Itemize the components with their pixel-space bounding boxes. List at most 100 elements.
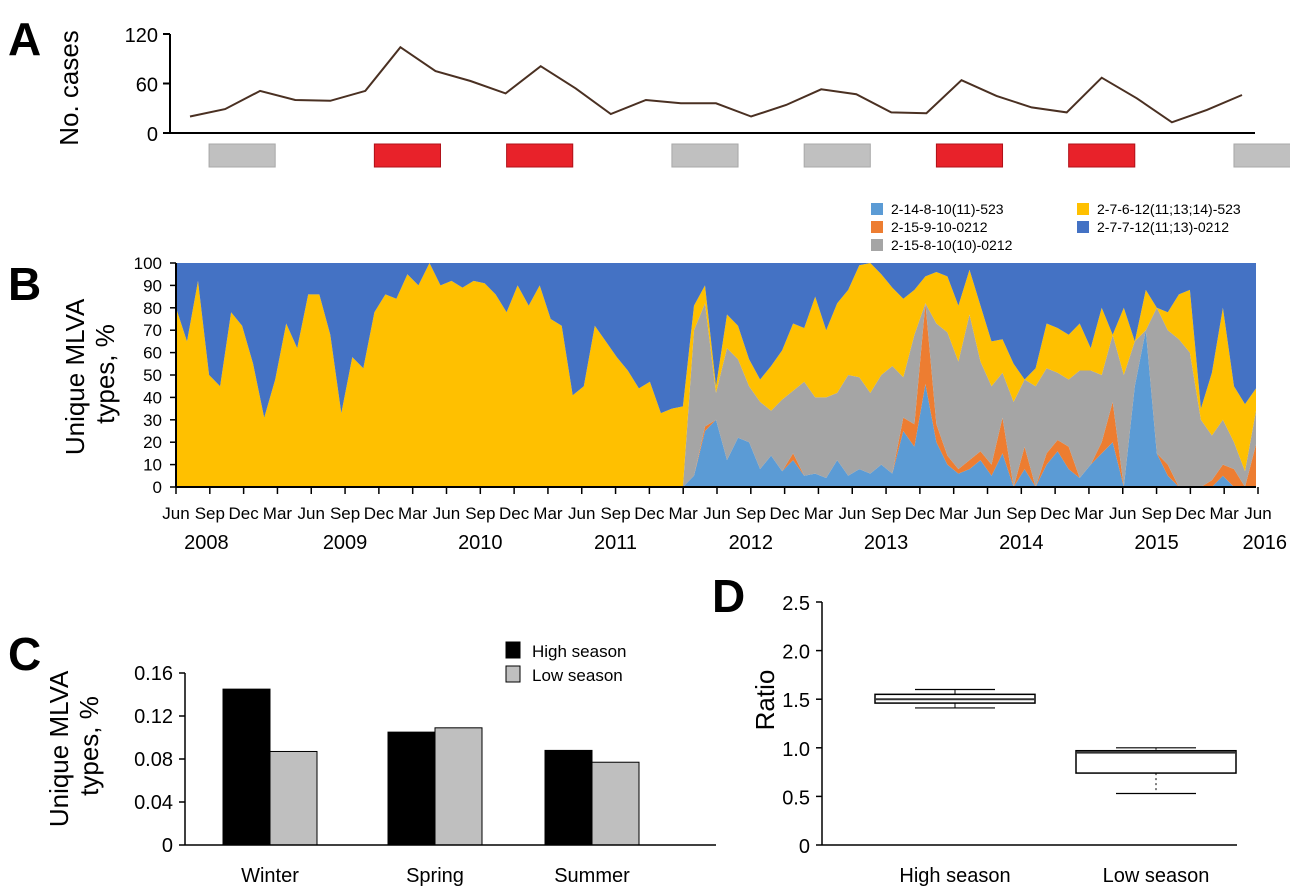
- panel-b-area-1: [176, 330, 1256, 487]
- panel-b-area-4: [176, 263, 1256, 487]
- panel-b-x-tick-label: Mar: [669, 504, 699, 523]
- panel-b-x-tick-label: Dec: [229, 504, 260, 523]
- panel-b-x-tick-label: Mar: [533, 504, 563, 523]
- panel-c-y-tick-label: 0.16: [134, 663, 173, 685]
- panel-b-legend-label: 2-15-9-10-0212: [891, 219, 988, 235]
- panel-a-season-bars: [208, 143, 1290, 168]
- panel-b-year-label: 2014: [999, 532, 1044, 554]
- panel-d-category-label: High season: [899, 865, 1010, 887]
- panel-a-ylabel: No. cases: [54, 30, 84, 146]
- panel-b-y-tick-label: 0: [153, 478, 162, 497]
- panel-c-legend-swatch: [505, 665, 521, 683]
- panel-b-legend-swatch: [871, 221, 883, 233]
- panel-c-bar-high: [544, 749, 593, 846]
- panel-c-y-tick-label: 0.08: [134, 749, 173, 771]
- panel-a-season-bar-low: [1233, 143, 1290, 168]
- panel-b-year-label: 2013: [864, 532, 909, 554]
- panel-b-y-tick-label: 30: [143, 411, 162, 430]
- panel-b-area-chart: Unique MLVA types, % 0 10 20 30 40 50 60 70 80 90…: [60, 201, 1287, 554]
- panel-b-y-tick-label: 80: [143, 299, 162, 318]
- panel-c-category-label: Summer: [554, 865, 630, 887]
- panel-a-season-bar-low: [671, 143, 739, 168]
- panel-d-box: [1075, 749, 1237, 774]
- panel-a-series: [189, 45, 1243, 124]
- panel-b-x-tick-label: Jun: [298, 504, 325, 523]
- panel-b-legend: 2-14-8-10(11)-523 2-15-9-10-0212 2-15-8-10…: [871, 201, 1241, 253]
- panel-b-x-tick-label: Dec: [499, 504, 530, 523]
- panel-b-area-5: [176, 263, 1256, 418]
- panel-b-ylabel: Unique MLVA types, %: [60, 293, 120, 455]
- panel-a-season-bar-high: [506, 143, 574, 168]
- panel-a-series-line: [189, 45, 1243, 124]
- panel-b-x-tick-label: Dec: [1040, 504, 1071, 523]
- panel-c-bar-low: [269, 750, 318, 846]
- panel-label-b: B: [8, 258, 41, 310]
- panel-c-y-tick-label: 0: [162, 835, 173, 857]
- panel-d-y-tick-label: 2.0: [782, 642, 810, 664]
- panel-b-year-label: 2016: [1243, 532, 1288, 554]
- panel-b-legend-label: 2-14-8-10(11)-523: [891, 201, 1004, 217]
- panel-c-bar-high: [222, 688, 271, 846]
- panel-b-x-tick-label: Dec: [634, 504, 665, 523]
- panel-b-x-tick-label: Jun: [568, 504, 595, 523]
- panel-b-x-tick-label: Mar: [804, 504, 834, 523]
- panel-d-y-tick-label: 1.5: [782, 690, 810, 712]
- panel-a-season-bar-high: [1068, 143, 1136, 168]
- panel-b-x-tick-label: Sep: [1141, 504, 1171, 523]
- panel-b-legend-label: 2-15-8-10(10)-0212: [891, 237, 1013, 253]
- panel-c-ylabel: Unique MLVA types, %: [44, 665, 104, 827]
- panel-b-x-tick-label: Jun: [974, 504, 1001, 523]
- panel-b-x-tick-label: Sep: [465, 504, 495, 523]
- panel-b-x-tick-label: Sep: [871, 504, 901, 523]
- panel-d-y-tick-label: 0: [799, 836, 810, 858]
- panel-b-x-tick-label: Mar: [939, 504, 969, 523]
- panel-b-x-tick-label: Jun: [162, 504, 189, 523]
- panel-c-ylabel-line1: Unique MLVA: [44, 670, 74, 827]
- panel-b-x-tick-label: Jun: [1109, 504, 1136, 523]
- panel-b-y-tick-label: 90: [143, 276, 162, 295]
- panel-c-category-label: Spring: [406, 865, 464, 887]
- panel-d-ylabel: Ratio: [750, 670, 780, 731]
- panel-a-y-tick-label: 120: [125, 25, 158, 47]
- panel-d-box-plot: Ratio 0 0.5 1.0 1.5 2.0 2.5 High season Low sea…: [750, 593, 1237, 887]
- panel-b-ylabel-line1: Unique MLVA: [60, 298, 90, 455]
- panel-b-y-tick-label: 10: [143, 456, 162, 475]
- panel-b-x-tick-label: Jun: [703, 504, 730, 523]
- panel-b-y-tick-label: 70: [143, 321, 162, 340]
- panel-b-x-tick-label: Sep: [600, 504, 630, 523]
- panel-c-legend-label: High season: [532, 642, 627, 661]
- panel-b-ylabel-line2: types, %: [90, 324, 120, 424]
- panel-d-axes: 0 0.5 1.0 1.5 2.0 2.5 High season Low season: [782, 593, 1237, 887]
- panel-d-y-tick-label: 1.0: [782, 739, 810, 761]
- panel-b-x-tick-label: Mar: [263, 504, 293, 523]
- panel-d-boxes: [874, 688, 1237, 795]
- panel-b-x-tick-label: Dec: [364, 504, 395, 523]
- panel-b-year-label: 2011: [594, 532, 637, 554]
- panel-b-x-tick-label: Sep: [330, 504, 360, 523]
- panel-b-legend-swatch: [871, 203, 883, 215]
- panel-a-season-bar-high: [373, 143, 441, 168]
- panel-c-bars: [222, 688, 640, 846]
- panel-a-season-bar-low: [208, 143, 276, 168]
- panel-c-y-tick-label: 0.12: [134, 706, 173, 728]
- panel-b-x-tick-label: Dec: [905, 504, 936, 523]
- panel-c-legend-label: Low season: [532, 666, 623, 685]
- panel-b-year-label: 2015: [1134, 532, 1179, 554]
- panel-c-legend-swatch: [505, 641, 521, 659]
- panel-c-category-label: Winter: [241, 865, 299, 887]
- panel-d-y-tick-label: 2.5: [782, 593, 810, 615]
- panel-c-y-tick-label: 0.04: [134, 792, 173, 814]
- panel-b-x-tick-label: Sep: [195, 504, 225, 523]
- panel-b-legend-label: 2-7-7-12(11;13)-0212: [1097, 219, 1229, 235]
- panel-b-y-tick-label: 50: [143, 366, 162, 385]
- panel-b-y-tick-label: 20: [143, 433, 162, 452]
- panel-b-y-tick-label: 40: [143, 388, 162, 407]
- panel-b-x-tick-label: Jun: [839, 504, 866, 523]
- panel-b-area-3: [176, 303, 1256, 487]
- panel-a-y-tick-label: 60: [136, 75, 158, 97]
- panel-a-y-tick-label: 0: [147, 124, 158, 146]
- panel-b-legend-label: 2-7-6-12(11;13;14)-523: [1097, 201, 1241, 217]
- panel-b-x-tick-label: Sep: [736, 504, 766, 523]
